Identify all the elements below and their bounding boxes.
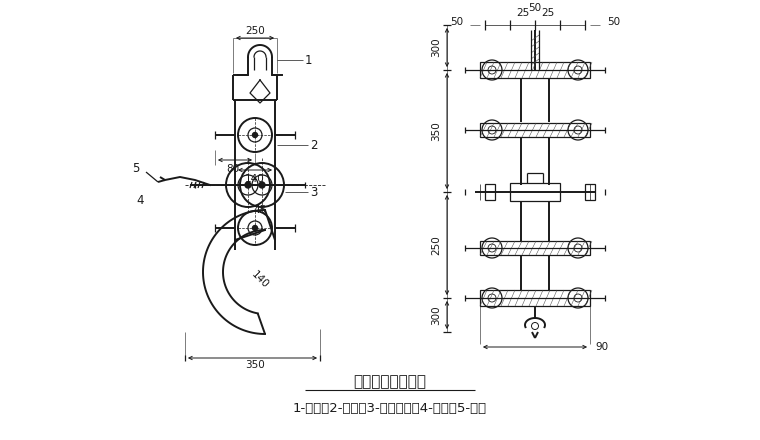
Text: 1: 1 [305,54,312,66]
Text: 2: 2 [310,139,318,151]
Text: 45: 45 [253,205,267,215]
Text: 强夯自动脱钩器图: 强夯自动脱钩器图 [353,374,426,389]
Bar [480,290,590,306]
Text: 50: 50 [607,17,620,27]
Circle shape [245,182,251,188]
Circle shape [252,132,258,137]
Circle shape [252,225,258,231]
Bar [585,184,595,200]
Bar [510,183,560,201]
Text: 80: 80 [226,164,239,174]
Text: 4: 4 [136,194,144,206]
Circle shape [259,182,265,188]
Text: 300: 300 [431,38,441,57]
Text: 50: 50 [528,3,542,13]
Text: 140: 140 [249,269,271,290]
Bar [485,184,495,200]
Text: 25: 25 [541,8,555,18]
Text: 300: 300 [431,305,441,325]
Text: 350: 350 [245,360,265,370]
Bar [480,123,590,137]
Text: 3: 3 [310,186,318,198]
Text: 90: 90 [595,342,608,352]
Text: 25: 25 [516,8,530,18]
Text: 1-吊环；2-耳板；3-销环轴辊；4-销柄；5-拉绳: 1-吊环；2-耳板；3-销环轴辊；4-销柄；5-拉绳 [293,401,487,414]
Text: 250: 250 [431,235,441,255]
Text: 140: 140 [245,174,265,184]
Text: 5: 5 [132,161,140,175]
Text: 350: 350 [431,121,441,141]
Bar [480,62,590,78]
Text: 250: 250 [245,26,265,36]
Bar [480,241,590,255]
Text: 50: 50 [450,17,463,27]
